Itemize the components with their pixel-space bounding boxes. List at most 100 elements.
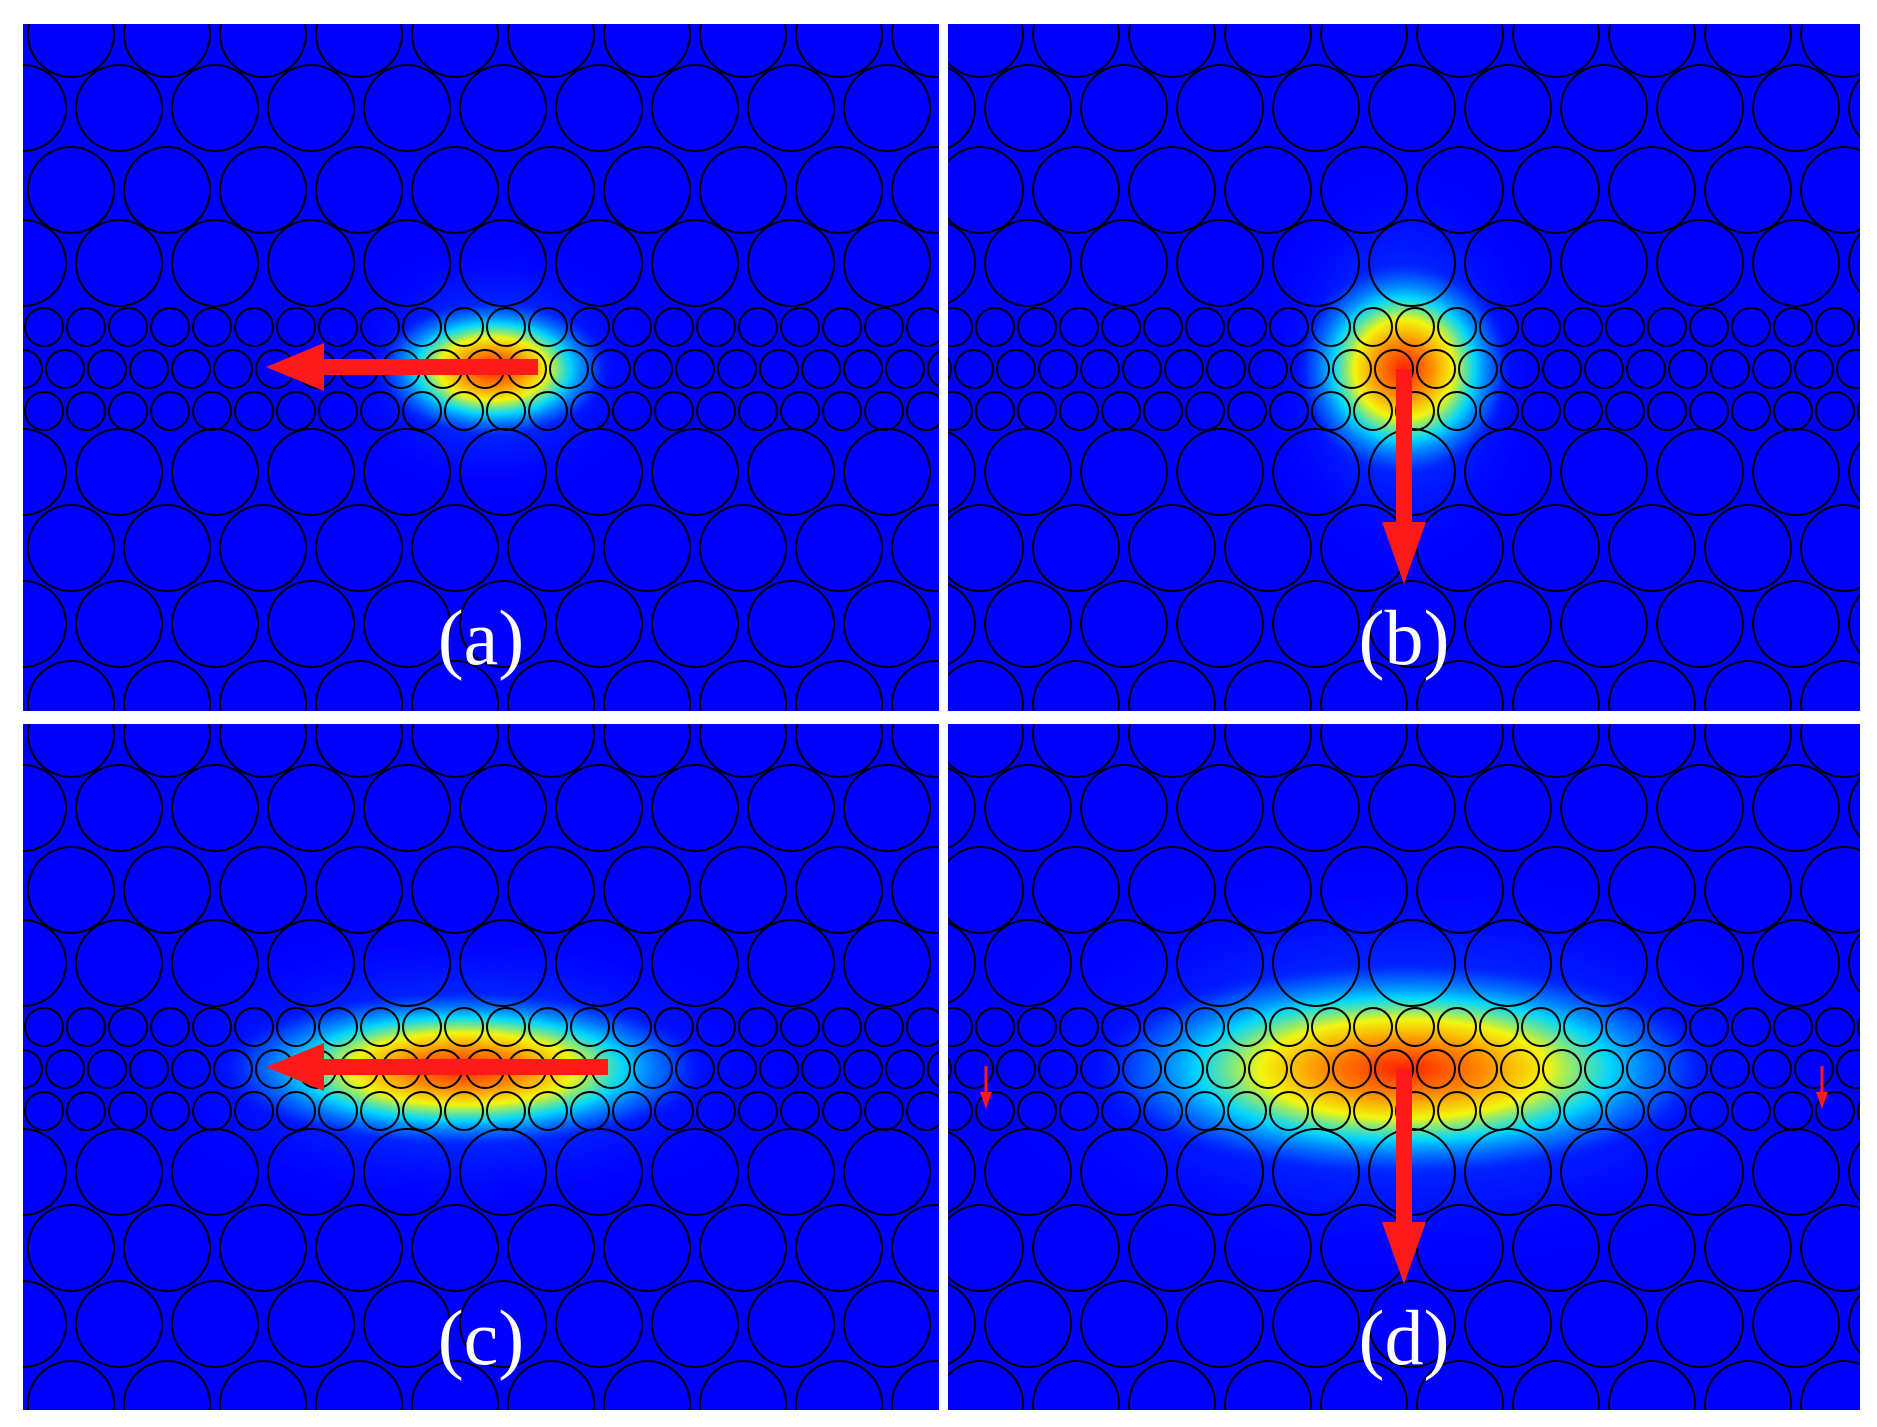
large-hole <box>1272 219 1360 307</box>
large-hole <box>171 580 259 668</box>
small-hole <box>1773 391 1813 431</box>
small-hole <box>759 349 799 389</box>
large-hole <box>1848 232 1860 294</box>
large-hole <box>1320 146 1408 234</box>
large-hole <box>411 660 499 711</box>
small-hole <box>1857 1100 1860 1122</box>
small-hole <box>402 1007 442 1047</box>
small-hole <box>1584 1049 1624 1089</box>
large-hole <box>507 724 595 778</box>
large-hole <box>1512 846 1600 934</box>
small-hole <box>822 391 862 431</box>
small-hole <box>1080 349 1120 389</box>
large-hole <box>1512 660 1600 711</box>
large-hole <box>219 724 307 778</box>
small-hole <box>1122 1049 1162 1089</box>
large-hole <box>603 660 691 711</box>
large-hole <box>23 219 67 307</box>
propagation-arrow <box>980 1066 1828 1284</box>
panel-b: (b) <box>948 24 1860 711</box>
large-hole <box>948 431 976 513</box>
small-hole <box>864 391 904 431</box>
large-hole <box>1416 724 1504 778</box>
small-hole <box>1605 307 1645 347</box>
small-hole <box>570 1091 610 1131</box>
small-hole <box>1500 349 1540 389</box>
large-hole <box>1416 1360 1504 1410</box>
small-hole <box>23 1049 43 1089</box>
small-hole <box>717 349 757 389</box>
large-hole <box>603 146 691 234</box>
large-hole <box>23 764 67 852</box>
large-hole <box>1176 428 1264 516</box>
small-hole <box>1647 391 1687 431</box>
small-hole <box>738 1091 778 1131</box>
large-hole <box>747 1280 835 1368</box>
field-map-d <box>948 724 1860 1410</box>
small-hole <box>1269 391 1309 431</box>
small-hole <box>975 307 1015 347</box>
small-hole <box>528 391 568 431</box>
large-hole <box>948 1204 1024 1292</box>
small-hole <box>171 1049 211 1089</box>
small-hole <box>24 1091 64 1131</box>
large-hole <box>948 922 976 1004</box>
small-hole <box>738 391 778 431</box>
small-hole <box>171 349 211 389</box>
large-hole <box>315 846 403 934</box>
large-hole <box>747 219 835 307</box>
large-hole <box>1800 724 1860 778</box>
small-hole <box>1311 1007 1351 1047</box>
large-hole <box>27 1360 115 1410</box>
large-hole <box>267 919 355 1007</box>
large-hole <box>891 504 939 592</box>
large-hole <box>1656 428 1744 516</box>
large-hole <box>1320 846 1408 934</box>
small-hole <box>927 1050 939 1088</box>
small-hole <box>1059 391 1099 431</box>
panel-d: (d) <box>948 724 1860 1410</box>
large-hole <box>27 146 115 234</box>
small-hole <box>1416 1049 1456 1089</box>
large-hole <box>1464 428 1552 516</box>
small-hole <box>234 1007 274 1047</box>
small-hole <box>1437 1091 1477 1131</box>
large-hole <box>1848 1293 1860 1355</box>
small-hole <box>1815 1091 1855 1131</box>
large-hole <box>1656 764 1744 852</box>
large-hole <box>171 64 259 152</box>
large-hole <box>75 1128 163 1216</box>
large-hole <box>555 1128 643 1216</box>
large-hole <box>1464 64 1552 152</box>
small-hole <box>1689 1091 1729 1131</box>
large-hole <box>1752 919 1840 1007</box>
large-hole <box>555 580 643 668</box>
small-hole <box>1206 1049 1246 1089</box>
large-hole <box>459 580 547 668</box>
small-hole <box>444 391 484 431</box>
small-hole <box>1836 349 1860 389</box>
large-hole <box>1128 660 1216 711</box>
large-hole <box>603 1360 691 1410</box>
large-hole <box>1272 1280 1360 1368</box>
small-hole <box>87 349 127 389</box>
large-hole <box>651 919 739 1007</box>
small-hole <box>1059 1007 1099 1047</box>
large-hole <box>795 846 883 934</box>
small-hole <box>1374 349 1414 389</box>
small-hole <box>276 307 316 347</box>
small-hole <box>1437 307 1477 347</box>
large-hole <box>747 64 835 152</box>
large-hole <box>651 1280 739 1368</box>
small-hole <box>948 391 973 431</box>
small-hole <box>1437 1007 1477 1047</box>
small-hole <box>129 349 169 389</box>
large-hole <box>315 660 403 711</box>
small-hole <box>843 1049 883 1089</box>
large-hole <box>1176 764 1264 852</box>
large-hole <box>843 764 931 852</box>
small-hole <box>675 1049 715 1089</box>
large-hole <box>1704 24 1792 78</box>
large-hole <box>1320 24 1408 78</box>
small-hole <box>1143 1007 1183 1047</box>
